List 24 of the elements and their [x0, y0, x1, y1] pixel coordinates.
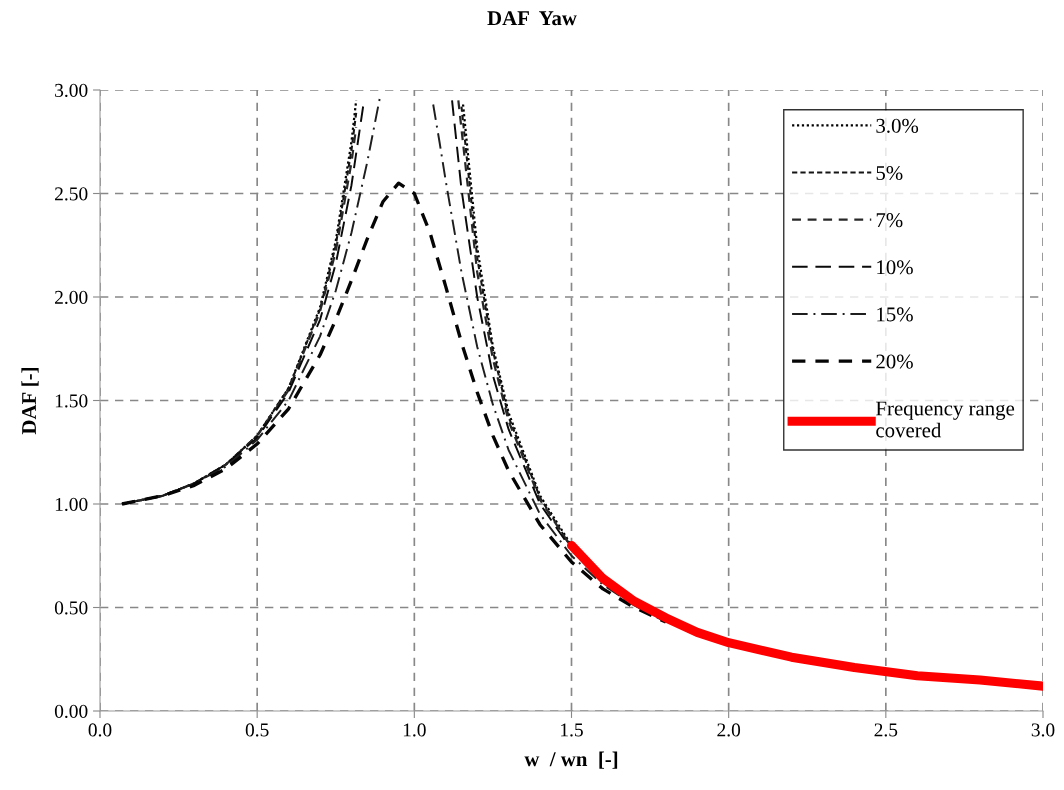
y-tick-label: 0.50 — [54, 601, 88, 615]
y-tick-label: 3.00 — [55, 83, 88, 98]
y-axis-title: DAF [-] — [21, 368, 39, 435]
y-tick-label: 1.50 — [55, 394, 88, 408]
y-tick-label: 0.00 — [54, 704, 88, 719]
x-tick-label: 1.0 — [403, 723, 426, 737]
legend-label: 10% — [877, 260, 913, 275]
y-tick-label: 1.00 — [55, 497, 88, 512]
x-tick-label: 3.0 — [1031, 723, 1055, 737]
y-tick-label: 2.50 — [55, 187, 88, 201]
x-tick-label: 0.5 — [245, 723, 269, 737]
legend-label: 7% — [876, 213, 903, 228]
x-axis-title: w / wn [-] — [524, 751, 618, 769]
legend-label: Frequency range covered — [876, 401, 1015, 438]
x-tick-label: 0.0 — [88, 723, 112, 737]
chart-title: DAF Yaw — [487, 11, 577, 26]
x-tick-label: 1.5 — [561, 723, 583, 737]
x-tick-label: 2.5 — [874, 723, 898, 737]
legend-label: 3.0% — [876, 118, 919, 133]
legend-label: 5% — [876, 165, 903, 181]
x-tick-label: 2.0 — [717, 723, 741, 737]
legend-label: 15% — [877, 307, 913, 322]
legend-label: 20% — [876, 354, 913, 369]
y-tick-label: 2.00 — [55, 290, 88, 305]
